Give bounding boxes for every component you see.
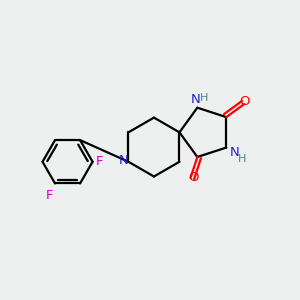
Text: H: H	[238, 154, 246, 164]
Text: F: F	[96, 155, 104, 168]
Text: N: N	[191, 93, 201, 106]
Text: F: F	[46, 189, 54, 202]
Text: H: H	[200, 93, 208, 103]
Text: O: O	[239, 95, 249, 108]
Text: O: O	[188, 172, 199, 184]
Text: N: N	[230, 146, 240, 159]
Text: N: N	[118, 154, 128, 167]
